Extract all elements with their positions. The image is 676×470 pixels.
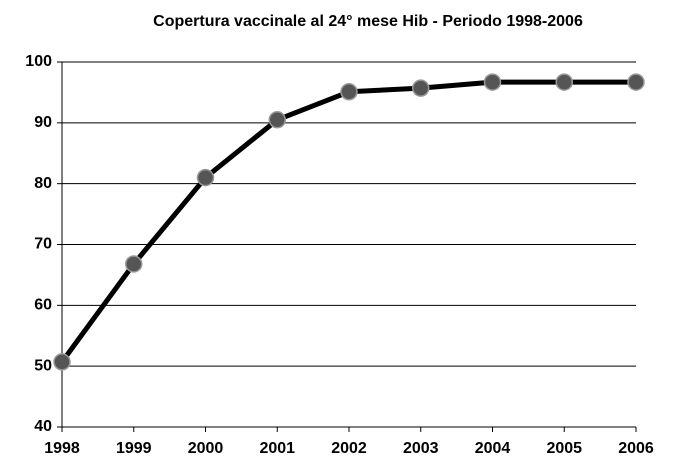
y-tick-label: 60 [34,297,52,314]
marker [340,83,358,101]
marker [268,111,286,129]
line [59,79,636,364]
y-tick-label: 50 [34,357,52,374]
x-tick-label: 2004 [475,440,511,457]
y-tick-label: 40 [34,418,52,435]
x-tick-label: 2002 [331,440,367,457]
x-tick-label: 2003 [403,440,439,457]
y-tick-label: 100 [25,53,52,70]
x-tick-label: 2005 [546,440,582,457]
marker [483,73,502,91]
marker [196,168,215,187]
x-tick-label: 2006 [618,440,654,457]
marker [53,353,71,371]
marker [555,73,573,91]
x-tick-label: 2000 [188,440,224,457]
y-tick-label: 90 [34,114,52,131]
marker [412,79,430,97]
x-tick-label: 1998 [44,440,80,457]
y-tick-label: 80 [34,175,52,192]
x-tick-label: 1999 [116,440,152,457]
chart-title: Copertura vaccinale al 24° mese Hib - Pe… [153,13,583,30]
y-tick-label: 70 [34,236,52,253]
marker [125,255,143,273]
x-tick-label: 2001 [259,440,295,457]
marker [627,73,645,91]
